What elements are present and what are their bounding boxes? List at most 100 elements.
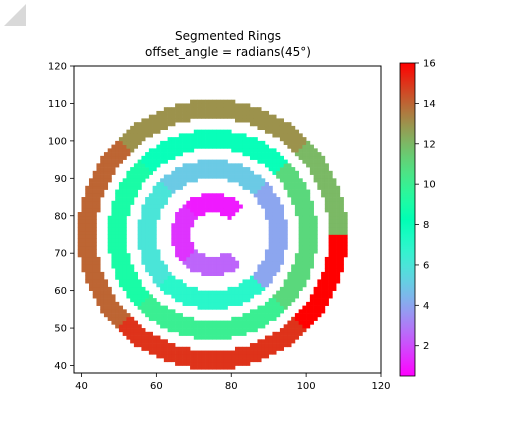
heatmap-cell [321, 290, 326, 295]
heatmap-cell [141, 170, 146, 175]
heatmap-cell [92, 200, 97, 205]
heatmap-cell [107, 223, 112, 228]
heatmap-cell [145, 208, 150, 213]
heatmap-cell [242, 170, 247, 175]
heatmap-cell [208, 110, 213, 116]
heatmap-cell [220, 361, 225, 366]
heatmap-cell [167, 354, 172, 359]
heatmap-cell [317, 313, 322, 318]
heatmap-cell [178, 298, 183, 303]
heatmap-cell [324, 185, 329, 190]
heatmap-cell [175, 320, 180, 325]
heatmap-cell [148, 219, 153, 224]
heatmap-cell [257, 286, 262, 291]
heatmap-cell [234, 133, 240, 138]
heatmap-cell [216, 331, 221, 336]
heatmap-cell [306, 275, 311, 280]
heatmap-cell [96, 279, 101, 284]
heatmap-cell [190, 133, 195, 138]
heatmap-cell [190, 328, 195, 333]
heatmap-cell [130, 140, 135, 145]
heatmap-cell [220, 305, 225, 310]
heatmap-cell [156, 256, 161, 262]
heatmap-cell [171, 294, 176, 299]
heatmap-cell [167, 328, 172, 333]
heatmap-cell [227, 163, 232, 168]
heatmap-cell [321, 163, 326, 168]
heatmap-cell [197, 264, 202, 269]
heatmap-cell [152, 230, 157, 235]
resize-grip-icon[interactable] [0, 0, 26, 26]
heatmap-cell [283, 290, 288, 295]
heatmap-cell [279, 223, 284, 228]
heatmap-cell [257, 159, 262, 164]
heatmap-cell [186, 328, 191, 333]
heatmap-cell [287, 279, 292, 284]
heatmap-cell [141, 298, 146, 303]
heatmap-cell [208, 129, 213, 134]
heatmap-cell [328, 286, 333, 291]
heatmap-cell [205, 137, 210, 142]
heatmap-cell [298, 234, 303, 239]
heatmap-cell [264, 275, 270, 280]
heatmap-cell [223, 167, 228, 172]
heatmap-cell [246, 320, 251, 325]
heatmap-cell [313, 238, 318, 243]
heatmap-cell [321, 159, 326, 164]
heatmap-cell [126, 140, 131, 145]
heatmap-cell [85, 208, 90, 213]
y-tick-label: 100 [48, 136, 67, 147]
heatmap-cell [201, 335, 206, 340]
heatmap-cell [190, 140, 195, 145]
heatmap-cell [208, 268, 213, 273]
heatmap-cell [126, 144, 131, 149]
heatmap-cell [287, 275, 292, 280]
heatmap-cell [317, 309, 322, 314]
heatmap-cell [197, 354, 202, 359]
heatmap-cell [182, 245, 187, 250]
heatmap-cell [182, 346, 187, 351]
heatmap-cell [88, 208, 94, 213]
heatmap-cell [92, 178, 97, 183]
heatmap-cell [220, 350, 225, 355]
heatmap-cell [231, 204, 236, 209]
heatmap-cell [332, 286, 337, 291]
heatmap-cell [107, 245, 112, 250]
heatmap-cell [276, 241, 281, 247]
heatmap-cell [291, 129, 296, 134]
heatmap-cell [160, 122, 165, 127]
heatmap-cell [178, 212, 183, 217]
heatmap-cell [118, 223, 124, 228]
heatmap-cell [115, 264, 120, 269]
heatmap-cell [212, 301, 217, 306]
heatmap-cell [107, 167, 112, 172]
heatmap-cell [148, 159, 153, 164]
heatmap-cell [175, 230, 180, 235]
heatmap-cell [148, 200, 153, 205]
heatmap-cell [298, 279, 303, 284]
heatmap-cell [332, 279, 337, 284]
heatmap-cell [201, 129, 206, 134]
heatmap-cell [141, 238, 146, 243]
heatmap-cell [253, 118, 258, 123]
heatmap-cell [249, 185, 255, 190]
heatmap-cell [246, 354, 251, 359]
heatmap-cell [234, 103, 240, 108]
heatmap-cell [145, 122, 150, 127]
heatmap-cell [276, 215, 281, 220]
heatmap-cell [85, 189, 90, 194]
heatmap-cell [201, 290, 206, 295]
colorbar [399, 62, 416, 377]
heatmap-cell [115, 301, 120, 306]
heatmap-cell [234, 316, 240, 321]
heatmap-cell [246, 140, 251, 145]
heatmap-cell [88, 275, 94, 280]
heatmap-cell [193, 215, 198, 220]
heatmap-cell [298, 152, 303, 157]
heatmap-cell [321, 286, 326, 291]
heatmap-cell [201, 294, 206, 299]
heatmap-cell [257, 144, 262, 149]
heatmap-cell [246, 144, 251, 149]
heatmap-cell [126, 279, 131, 284]
heatmap-cell [268, 118, 273, 123]
